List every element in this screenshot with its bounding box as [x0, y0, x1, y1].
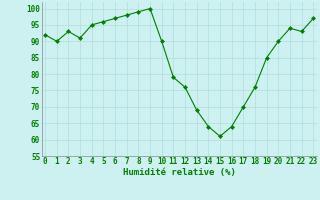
X-axis label: Humidité relative (%): Humidité relative (%) [123, 168, 236, 177]
